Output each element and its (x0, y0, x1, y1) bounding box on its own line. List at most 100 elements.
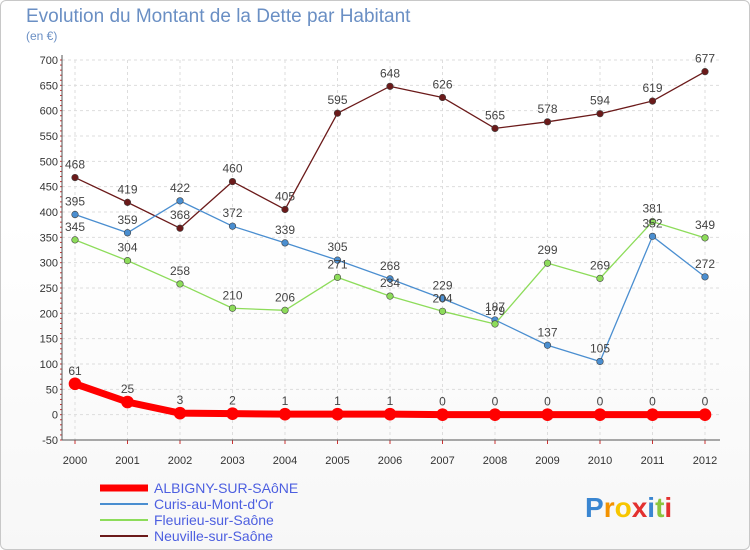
data-label: 345 (65, 220, 85, 234)
data-label: 204 (432, 291, 452, 305)
data-point (386, 275, 394, 283)
data-label: 626 (432, 77, 452, 91)
data-label: 1 (282, 394, 289, 408)
data-label: 460 (222, 162, 242, 176)
y-tick-label: 500 (40, 156, 58, 168)
data-label: 25 (121, 382, 135, 396)
y-tick-label: 650 (40, 80, 58, 92)
data-label: 395 (65, 195, 85, 209)
data-label: 210 (222, 288, 242, 302)
data-label: 1 (334, 394, 341, 408)
y-tick-label: 200 (40, 308, 58, 320)
data-point (698, 408, 712, 421)
x-tick-label: 2000 (63, 455, 87, 467)
data-label: 0 (597, 395, 604, 409)
data-point (176, 197, 184, 205)
data-label: 268 (380, 259, 400, 273)
data-point (278, 407, 292, 421)
x-tick-label: 2010 (588, 455, 612, 467)
data-point (333, 109, 342, 117)
data-point (176, 224, 184, 232)
y-tick-label: 700 (40, 55, 58, 67)
legend-label: Curis-au-Mont-d'Or (154, 496, 274, 512)
y-tick-label: 300 (40, 258, 58, 270)
data-labels: 468 419 368 460 405 595 648 626 565 578 594 619 677 3… (65, 52, 715, 409)
data-label: 359 (117, 213, 137, 227)
x-tick-label: 2001 (115, 455, 139, 467)
y-tick-label: 550 (40, 131, 58, 143)
data-label: 258 (170, 264, 190, 278)
data-label: 648 (380, 66, 400, 80)
data-label: 0 (492, 395, 499, 409)
data-point (176, 280, 184, 288)
data-label: 0 (439, 395, 446, 409)
data-point (228, 304, 237, 312)
data-label: 0 (649, 395, 656, 409)
data-point (646, 408, 659, 421)
data-point (701, 68, 709, 76)
chart-title: Evolution du Montant de la Dette par Hab… (26, 6, 411, 27)
y-tick-label: 250 (40, 283, 58, 295)
data-label: 1 (387, 394, 394, 408)
data-point (226, 407, 239, 420)
y-tick-label: 150 (40, 334, 58, 346)
x-tick-label: 2009 (535, 455, 559, 467)
data-label: 419 (117, 182, 137, 196)
data-point (648, 232, 657, 240)
data-label: 352 (642, 216, 662, 230)
data-point (228, 222, 237, 230)
data-label: 3 (177, 393, 184, 407)
data-label: 339 (275, 223, 295, 237)
data-point (71, 173, 79, 182)
data-point (71, 236, 79, 244)
data-label: 565 (485, 108, 505, 122)
legend-label: Fleurieu-sur-Saône (154, 512, 274, 528)
data-label: 271 (327, 257, 347, 271)
data-label: 61 (68, 364, 82, 378)
x-tick-label: 2008 (483, 455, 507, 467)
data-point (121, 395, 134, 409)
data-label: 187 (485, 300, 505, 314)
data-point (281, 239, 289, 247)
data-point (438, 307, 447, 315)
data-point (436, 408, 449, 421)
data-point (333, 256, 342, 264)
data-point (543, 118, 552, 126)
series-lines (68, 68, 712, 421)
data-point (68, 377, 82, 391)
data-label: 0 (702, 395, 709, 409)
data-label: 206 (275, 290, 295, 304)
data-label: 234 (380, 276, 400, 290)
y-tick-label: 450 (40, 182, 58, 194)
x-tick-label: 2006 (378, 455, 402, 467)
data-label: 272 (695, 257, 715, 271)
data-point (386, 292, 394, 300)
data-point (543, 341, 552, 349)
data-point (281, 306, 289, 314)
x-tick-label: 2003 (220, 455, 244, 467)
legend: ALBIGNY-SUR-SAôNECuris-au-Mont-d'OrFleur… (100, 480, 298, 544)
data-point (596, 357, 604, 366)
data-point (333, 273, 342, 281)
data-point (281, 205, 289, 214)
data-label: 137 (537, 325, 557, 339)
y-tick-label: 400 (40, 207, 58, 219)
data-label: 269 (590, 258, 610, 272)
data-label: 372 (222, 206, 242, 220)
x-tick-label: 2004 (273, 455, 297, 467)
data-point (491, 320, 499, 328)
x-tick-label: 2005 (325, 455, 349, 467)
data-point (648, 218, 657, 226)
grid (62, 59, 720, 441)
y-tick-label: 50 (46, 384, 58, 396)
y-tick-label: 0 (52, 410, 58, 422)
data-point (123, 257, 132, 265)
data-point (543, 259, 552, 267)
data-point (71, 210, 79, 219)
data-point (228, 178, 237, 186)
data-label: 2 (229, 394, 236, 408)
x-tick-label: 2012 (693, 455, 717, 467)
data-label: 381 (642, 202, 662, 216)
